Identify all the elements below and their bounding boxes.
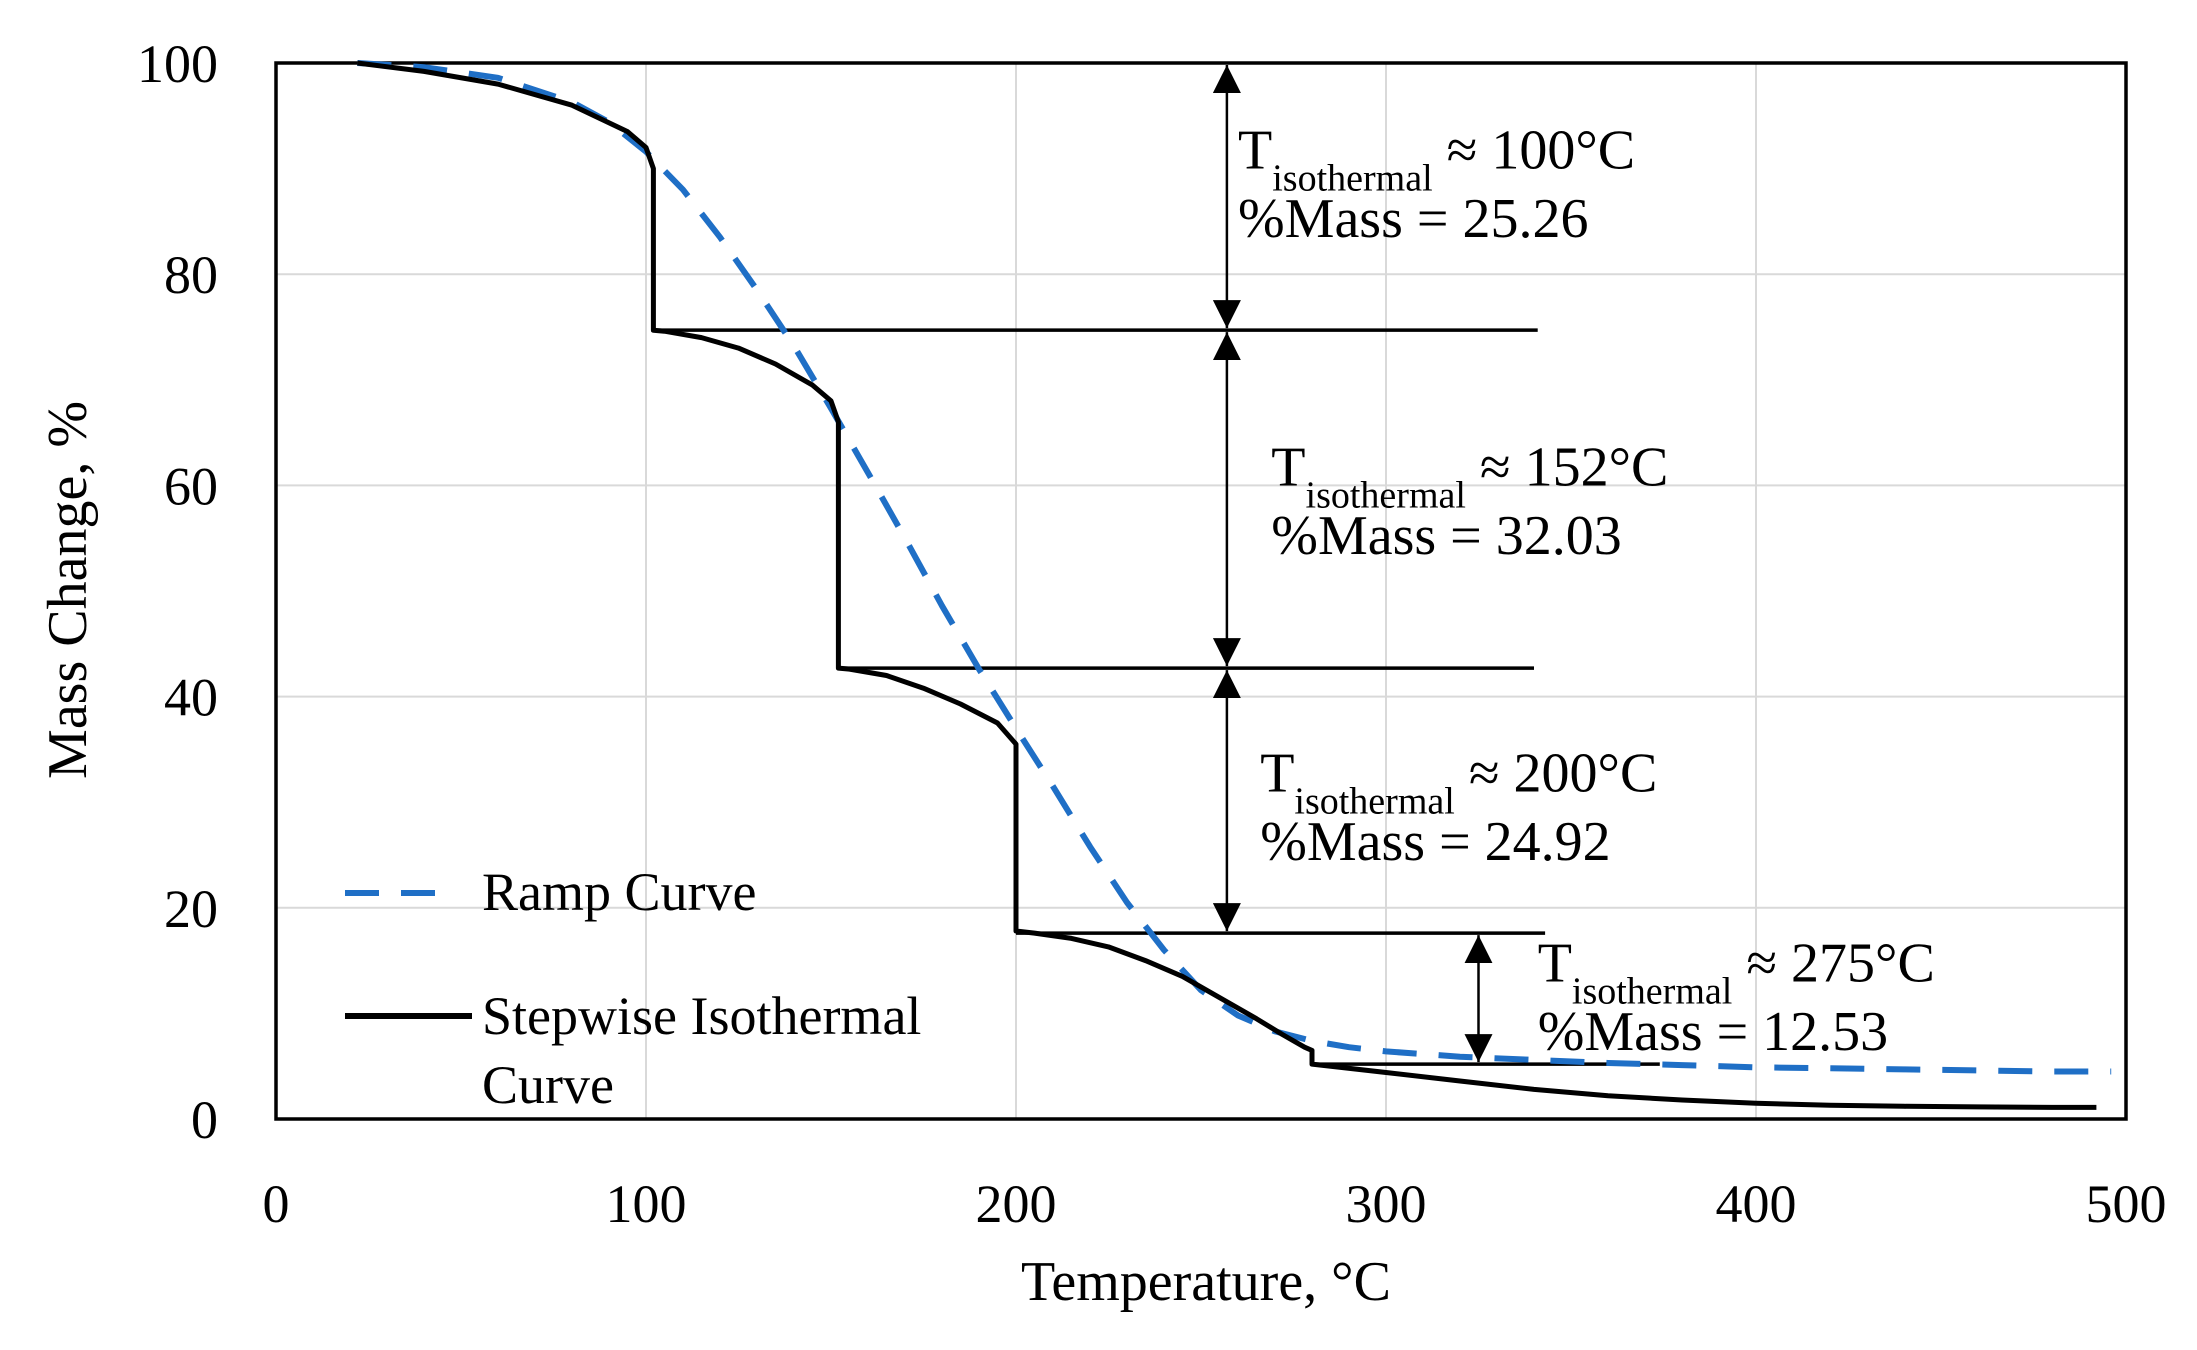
plot-frame [274, 61, 2128, 1121]
legend: Ramp Curve Stepwise Isothermal Curve [345, 862, 921, 1115]
legend-stepwise-label-line2: Curve [482, 1055, 614, 1115]
gridlines [276, 63, 2126, 1119]
isothermal-temp-label: Tisothermal ≈ 152°C [1271, 436, 1668, 516]
mass-percent-label: %Mass = 24.92 [1260, 811, 1610, 873]
y-tick-label: 40 [164, 668, 218, 728]
mass-percent-label: %Mass = 12.53 [1538, 1001, 1888, 1063]
stepwise-isothermal-curve-line [357, 60, 2097, 1110]
x-tick-label: 500 [2086, 1174, 2167, 1234]
legend-stepwise-label: Stepwise Isothermal [482, 986, 921, 1046]
x-tick-label: 100 [606, 1174, 687, 1234]
ramp-curve-line [357, 60, 2112, 1075]
axes: 0 100 200 300 400 500 0 20 40 60 80 100 [137, 34, 2167, 1234]
x-tick-label: 0 [263, 1174, 290, 1234]
y-tick-label: 20 [164, 879, 218, 939]
annotations: Tisothermal ≈ 100°C%Mass = 25.26 Tisother… [1212, 65, 1935, 1063]
y-tick-label: 100 [137, 34, 218, 94]
isothermal-temp-label: Tisothermal ≈ 200°C [1260, 743, 1657, 823]
isothermal-temp-label: Tisothermal ≈ 100°C [1238, 120, 1635, 200]
y-axis-title: Mass Change, % [37, 401, 99, 779]
y-tick-label: 80 [164, 245, 218, 305]
legend-ramp-label: Ramp Curve [482, 862, 756, 922]
mass-percent-label: %Mass = 32.03 [1271, 505, 1621, 567]
y-tick-label: 60 [164, 456, 218, 516]
x-axis-title: Temperature, °C [1021, 1251, 1391, 1313]
x-tick-label: 200 [976, 1174, 1057, 1234]
x-tick-label: 400 [1716, 1174, 1797, 1234]
mass-percent-label: %Mass = 25.26 [1238, 188, 1588, 250]
x-tick-label: 300 [1346, 1174, 1427, 1234]
series-layer [357, 60, 2112, 1110]
isothermal-temp-label: Tisothermal ≈ 275°C [1538, 933, 1935, 1013]
y-tick-label: 0 [191, 1090, 218, 1150]
